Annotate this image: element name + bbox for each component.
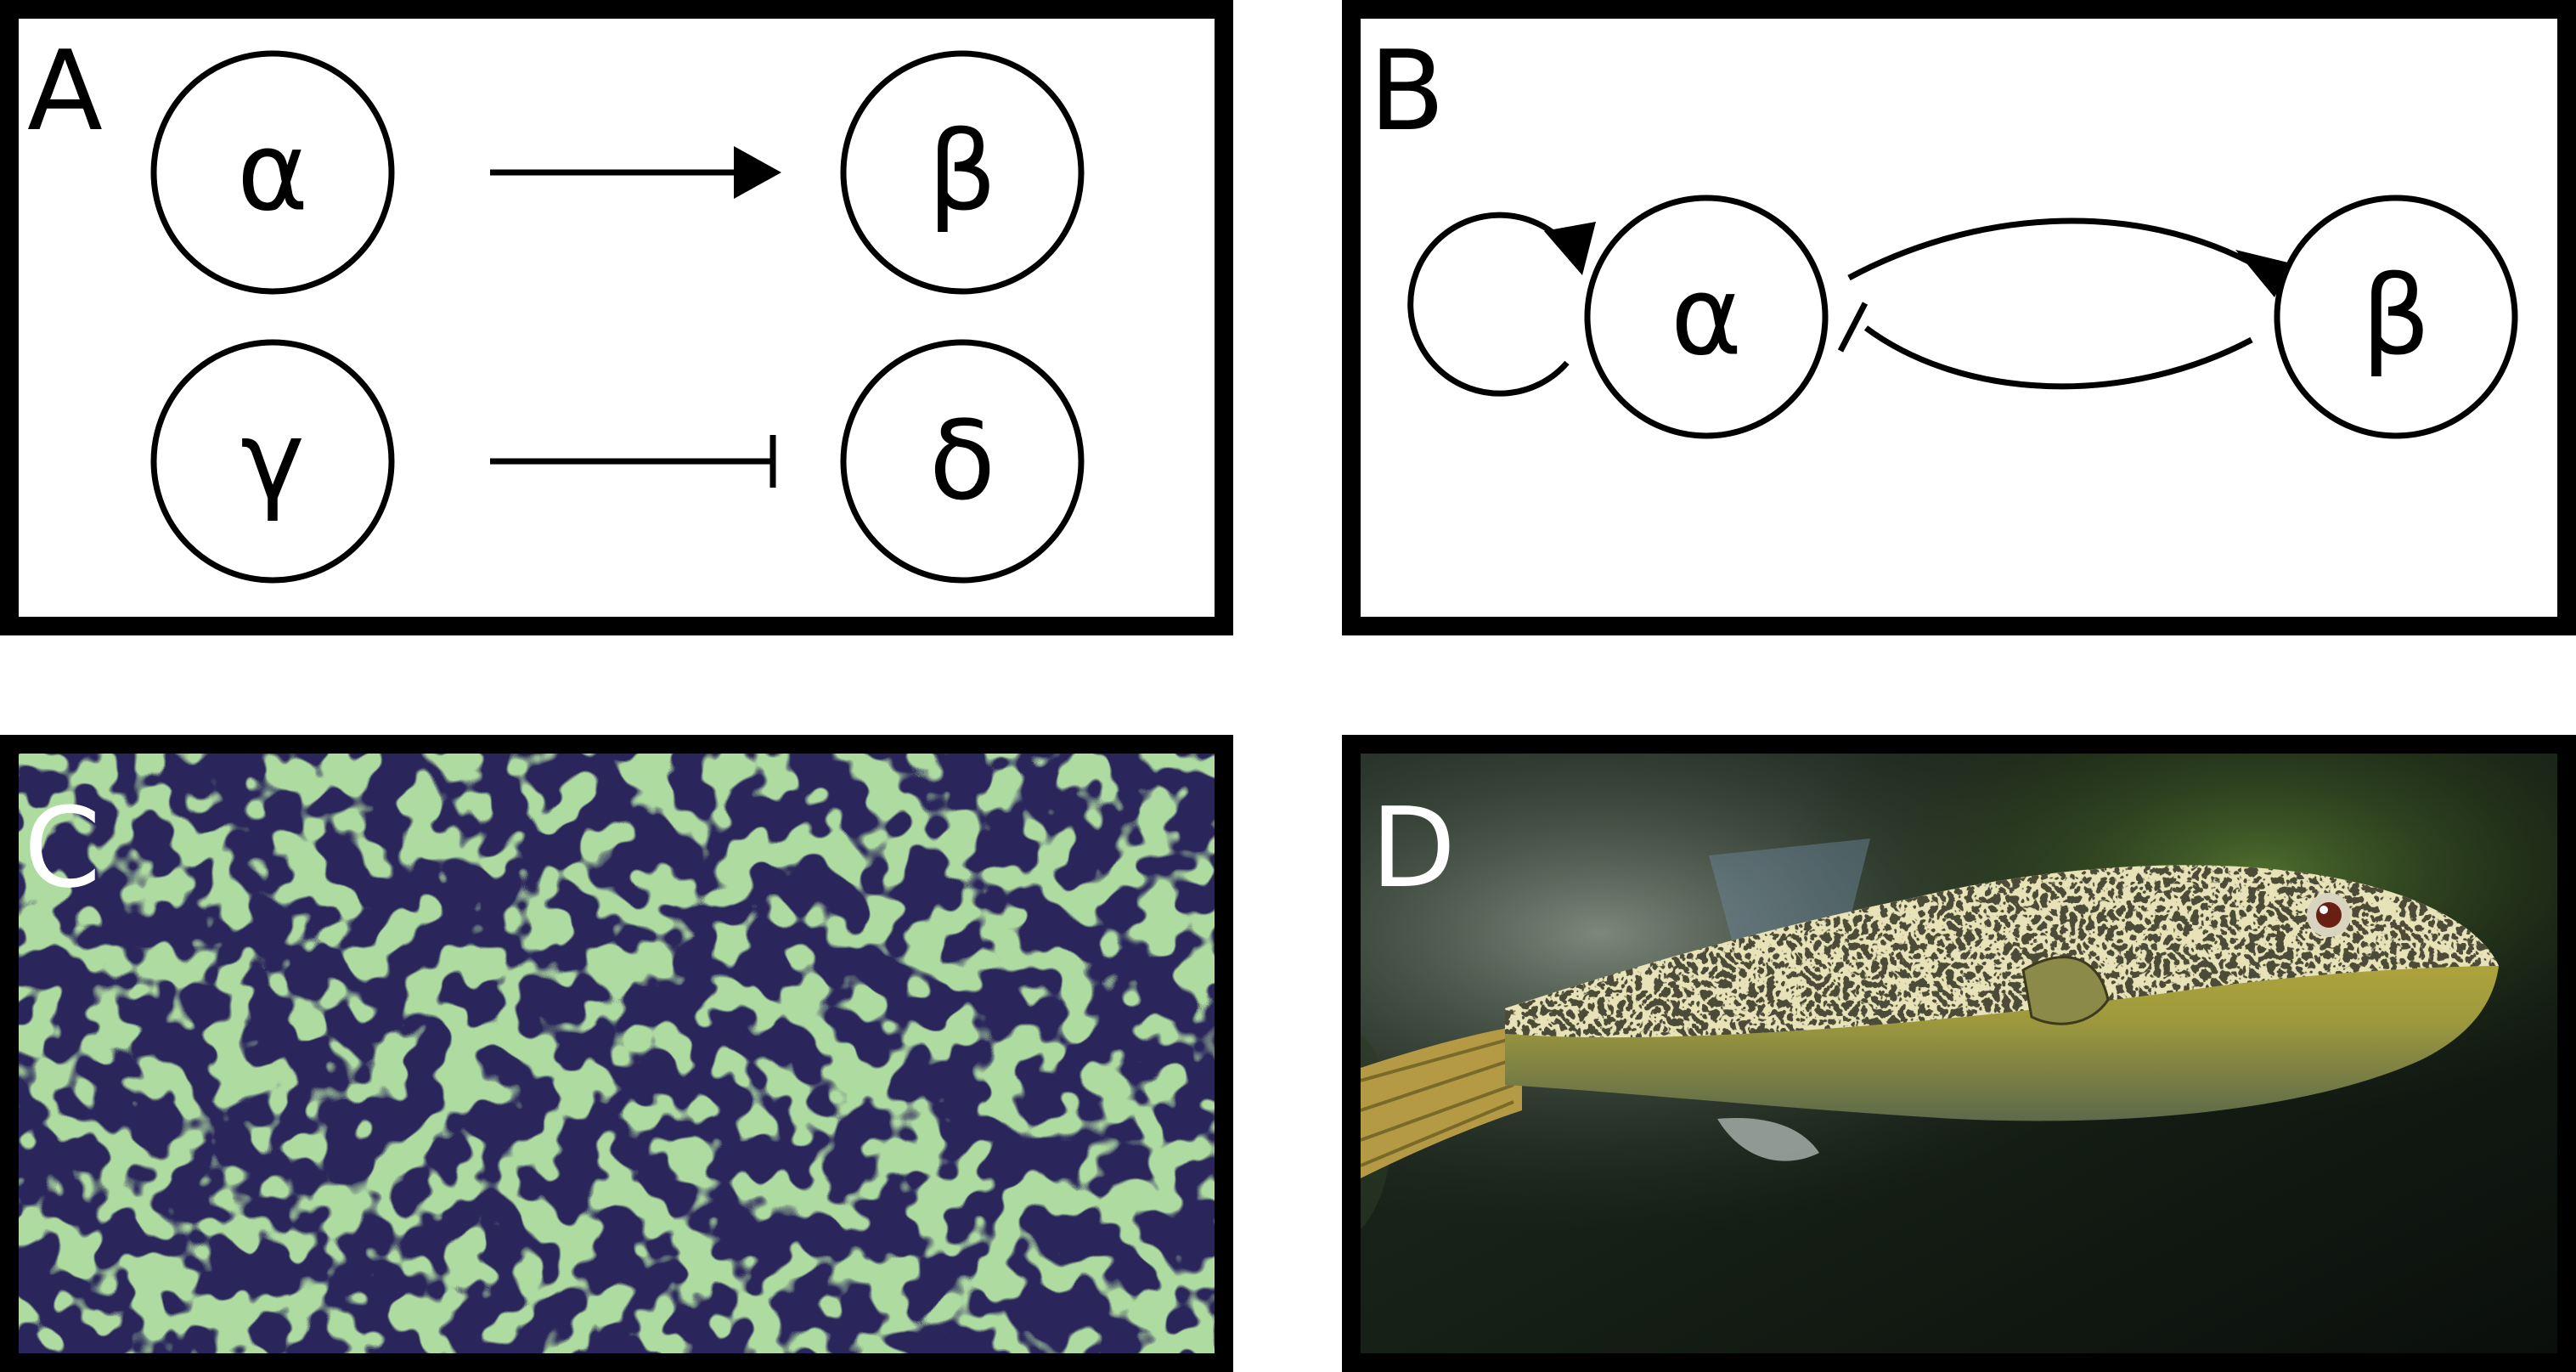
- node-alpha-label: α: [237, 110, 308, 236]
- panel-d: D: [1342, 735, 2576, 1372]
- inhibition-edge-beta-alpha: [1837, 302, 2253, 390]
- activation-edge-alpha-beta: [1847, 217, 2291, 297]
- node-beta-label: β: [927, 110, 997, 236]
- node-gamma-label: γ: [240, 398, 305, 525]
- panel-b: B α β: [1342, 0, 2576, 635]
- panel-letter-d: D: [1371, 783, 1457, 912]
- fish-tail: [1361, 1025, 1522, 1178]
- fish-pectoral-fin: [2021, 956, 2110, 1025]
- self-activation-loop-alpha: [1407, 212, 1596, 397]
- panel-c: C: [0, 735, 1233, 1372]
- inhibition-edge-gamma-delta: [490, 435, 776, 488]
- panel-letter-b: B: [1369, 26, 1446, 155]
- panel-letter-c: C: [24, 783, 101, 912]
- fish-pelvic-fin: [1717, 1118, 1819, 1161]
- turing-pattern-image: [19, 754, 1215, 1353]
- node-beta: β: [2274, 195, 2518, 439]
- activation-edge-alpha-beta: [490, 146, 781, 199]
- pufferfish-photo: [1361, 754, 2557, 1353]
- panel-letter-a: A: [27, 26, 103, 155]
- node-delta: δ: [840, 339, 1085, 584]
- node-alpha-label: α: [1671, 254, 1742, 381]
- panel-a: A α β γ δ: [0, 0, 1233, 635]
- node-gamma: γ: [150, 339, 395, 584]
- network-diagram-b: α β: [1407, 195, 2518, 439]
- node-delta-label: δ: [929, 398, 995, 525]
- node-alpha: α: [150, 50, 395, 295]
- node-alpha: α: [1584, 195, 1829, 439]
- node-beta-label: β: [2361, 254, 2431, 381]
- network-diagram-a: α β γ δ: [150, 50, 1085, 584]
- node-beta: β: [840, 50, 1085, 295]
- fish-eye: [2307, 893, 2351, 937]
